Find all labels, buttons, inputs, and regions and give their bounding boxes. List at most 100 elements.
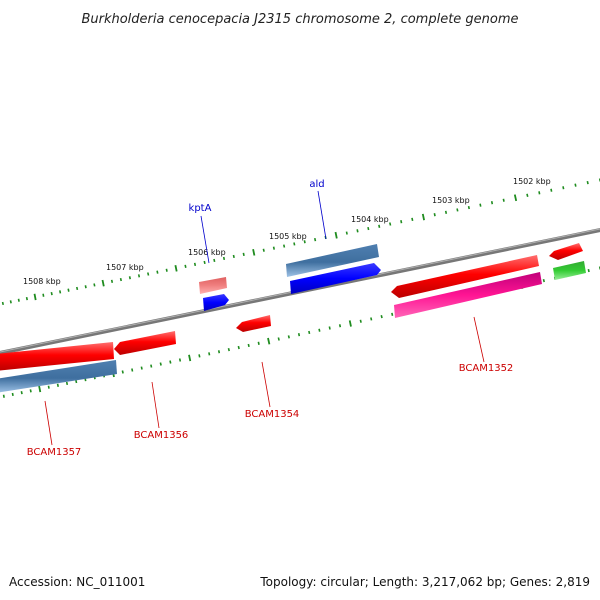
tick-label-1502: 1502 kbp [513, 177, 551, 186]
minor-tick [159, 362, 162, 366]
minor-tick [587, 268, 590, 273]
gene-label-BCAM1357[interactable]: BCAM1357 [27, 447, 82, 458]
minor-tick [277, 337, 280, 341]
minor-tick [42, 293, 45, 297]
chromosome-backbone [0, 227, 600, 356]
minor-tick [359, 319, 362, 323]
minor-tick [411, 217, 414, 222]
tick-label-1504: 1504 kbp [351, 215, 389, 224]
gene-red-near-1356[interactable] [114, 331, 176, 355]
minor-tick [169, 360, 172, 364]
minor-tick [2, 394, 5, 398]
minor-tick [9, 300, 12, 304]
minor-tick [121, 370, 124, 374]
minor-tick [75, 379, 78, 384]
minor-tick [367, 226, 370, 231]
minor-tick [502, 198, 505, 202]
minor-tick [119, 277, 122, 282]
minor-tick [147, 272, 150, 276]
minor-tick [257, 341, 260, 345]
tick-label-1503: 1503 kbp [432, 196, 470, 205]
gene-red-near-1354[interactable] [236, 315, 271, 332]
minor-tick [526, 193, 529, 197]
minor-tick [293, 242, 296, 246]
minor-tick [328, 326, 331, 330]
minor-tick [433, 213, 436, 217]
major-tick [421, 213, 425, 221]
major-tick [33, 293, 37, 301]
minor-tick [550, 188, 553, 192]
gene-kptA-salmon[interactable] [199, 277, 227, 294]
minor-tick [56, 383, 59, 387]
minor-tick [287, 335, 290, 339]
major-tick [174, 265, 178, 272]
gene-label-BCAM1356[interactable]: BCAM1356 [134, 430, 189, 441]
minor-tick [314, 237, 317, 242]
gene-ald-steelblue[interactable] [286, 244, 379, 277]
minor-tick [574, 183, 577, 187]
minor-tick [542, 279, 545, 283]
minor-tick [29, 389, 32, 393]
minor-tick [538, 191, 541, 195]
minor-tick [17, 298, 20, 302]
gene-label-BCAM1352[interactable]: BCAM1352 [459, 363, 514, 374]
major-tick [334, 231, 338, 239]
minor-tick [198, 354, 201, 358]
minor-tick [59, 290, 62, 294]
gene-label-ald[interactable]: ald [309, 179, 324, 190]
minor-tick [237, 345, 240, 350]
minor-tick [227, 348, 230, 352]
minor-tick [272, 246, 275, 250]
major-tick [38, 385, 42, 393]
minor-tick [67, 288, 70, 292]
gene-green-edge[interactable] [553, 261, 586, 280]
minor-tick [140, 366, 143, 370]
gene-label-kptA[interactable]: kptA [189, 203, 212, 214]
minor-tick [203, 260, 206, 265]
ald-leader-line [317, 190, 327, 240]
minor-tick [308, 330, 311, 335]
minor-tick [456, 208, 459, 212]
minor-tick [586, 180, 589, 185]
major-tick [252, 249, 256, 256]
minor-tick [150, 364, 153, 368]
gene-forward-red-edge[interactable] [549, 243, 583, 260]
minor-tick [50, 291, 53, 296]
map-title: Burkholderia cenocepacia J2315 chromosom… [81, 12, 518, 27]
minor-tick [562, 186, 565, 190]
minor-tick [479, 203, 482, 207]
accession-text: Accession: NC_011001 [9, 575, 145, 589]
minor-tick [338, 324, 342, 328]
minor-tick [378, 224, 381, 228]
major-tick [188, 354, 192, 362]
minor-tick [208, 352, 211, 356]
minor-tick [193, 262, 197, 267]
major-tick [101, 279, 105, 287]
gene-BCAM1352-magenta[interactable] [394, 272, 542, 318]
gene-forward-red-large[interactable] [391, 255, 539, 298]
minor-tick [1, 301, 4, 306]
gene-kptA-blue[interactable] [203, 294, 229, 311]
minor-tick [303, 240, 306, 244]
minor-tick [391, 312, 394, 316]
minor-tick [213, 258, 216, 263]
minor-tick [318, 328, 321, 332]
tick-label-1508: 1508 kbp [23, 277, 61, 286]
minor-tick [11, 392, 14, 397]
minor-tick [297, 333, 301, 337]
tick-label-1505: 1505 kbp [269, 232, 307, 241]
gene-BCAM1357-steelblue[interactable] [0, 360, 117, 393]
BCAM1357-leader-line [44, 400, 53, 446]
minor-tick [222, 256, 226, 261]
minor-tick [345, 231, 348, 235]
minor-tick [242, 252, 245, 257]
minor-tick [444, 210, 448, 214]
gene-label-BCAM1354[interactable]: BCAM1354 [245, 409, 300, 420]
minor-tick [490, 201, 494, 205]
minor-tick [137, 274, 141, 278]
gene-ald-blue[interactable] [290, 263, 381, 294]
gene-red-left-long[interactable] [0, 342, 114, 371]
minor-tick [283, 244, 286, 248]
major-tick [348, 320, 352, 327]
